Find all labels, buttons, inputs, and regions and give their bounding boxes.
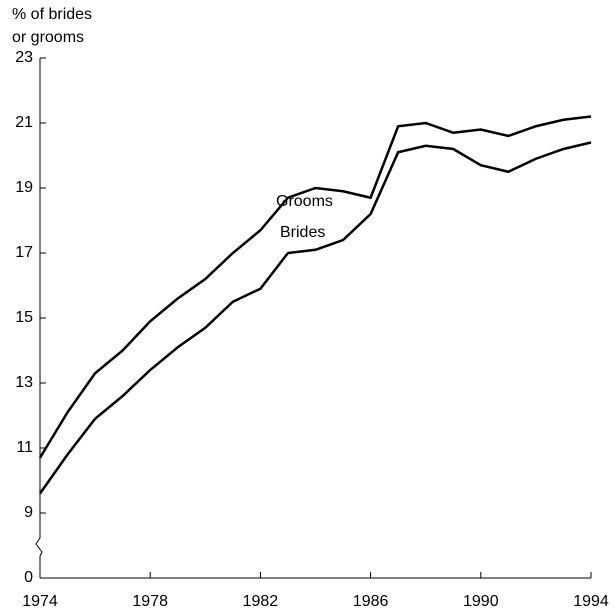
y-tick-label: 23: [15, 49, 33, 66]
x-tick-label: 1982: [243, 593, 279, 610]
x-tick-label: 1986: [353, 593, 389, 610]
y-axis: [35, 58, 43, 578]
y-tick-label: 9: [24, 504, 33, 521]
y-tick-label: 15: [15, 309, 33, 326]
y-tick-label: 19: [15, 179, 33, 196]
y-tick-label: 11: [16, 439, 33, 456]
x-tick-label: 1990: [463, 593, 499, 610]
x-tick-label: 1978: [132, 593, 168, 610]
y-tick-label: 0: [24, 569, 33, 586]
series-line: [38, 141, 592, 495]
series-line: [38, 115, 592, 459]
y-axis-label: % of brides: [12, 6, 92, 23]
x-tick-label: 1974: [22, 593, 58, 610]
y-tick-label: 21: [15, 114, 33, 131]
x-tick-label: 1994: [573, 593, 609, 610]
y-tick-label: 17: [15, 244, 33, 261]
series-label: Brides: [280, 224, 325, 241]
y-axis-label: or grooms: [12, 29, 84, 46]
y-tick-label: 13: [15, 374, 33, 391]
